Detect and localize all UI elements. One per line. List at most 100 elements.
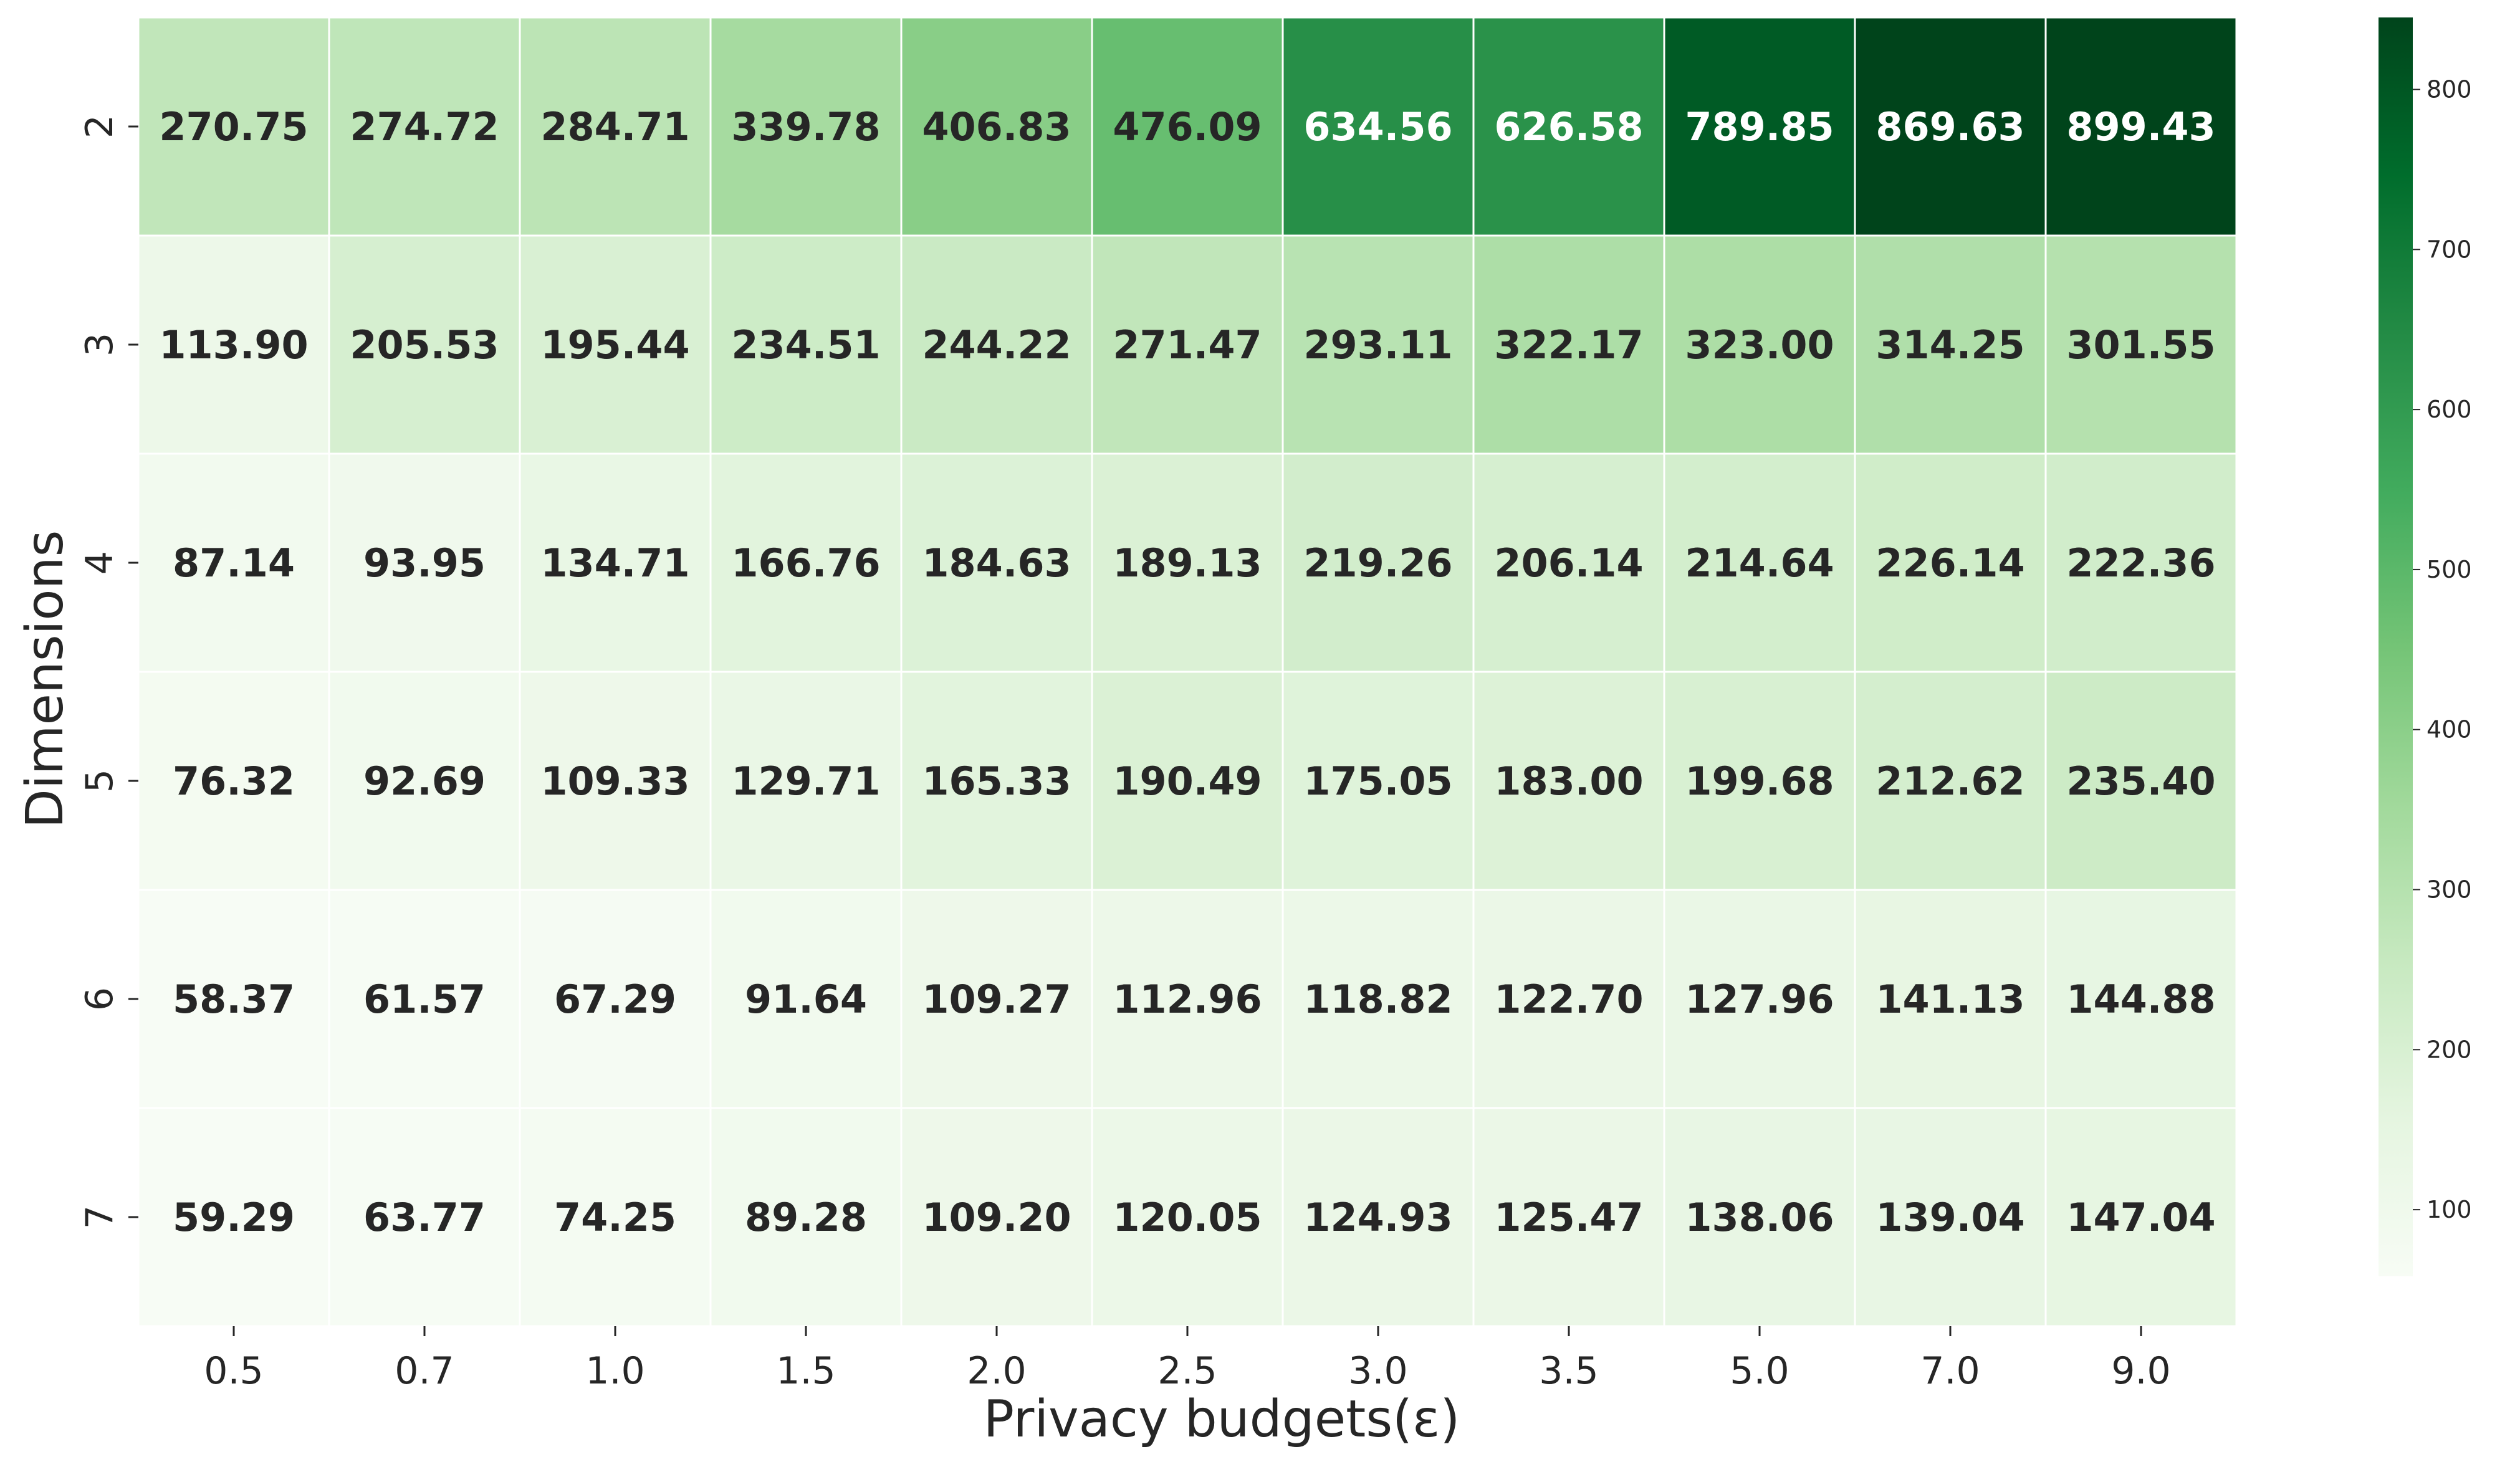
cell-value-label: 406.83 — [922, 104, 1071, 150]
cell-value-label: 129.71 — [731, 758, 880, 804]
cell-value-label: 322.17 — [1494, 322, 1643, 368]
heatmap-cell — [709, 1107, 903, 1327]
heatmap-cell — [1854, 889, 2047, 1109]
x-tick-label: 3.5 — [1539, 1349, 1598, 1393]
heatmap-cell — [1854, 16, 2047, 237]
heatmap-cell — [2044, 234, 2238, 455]
y-tick-label: 5 — [78, 769, 122, 793]
heatmap-cell — [328, 671, 521, 891]
heatmap-cell — [137, 452, 330, 673]
x-tick-label: 3.0 — [1348, 1349, 1407, 1393]
cell-value-label: 67.29 — [554, 977, 676, 1022]
heatmap-cell — [137, 16, 330, 237]
heatmap-cell — [1854, 671, 2047, 891]
heatmap-cell — [328, 889, 521, 1109]
cell-value-label: 226.14 — [1876, 540, 2024, 586]
cell-value-label: 89.28 — [745, 1195, 867, 1240]
cell-value-label: 323.00 — [1685, 322, 1834, 368]
x-tick-label: 1.5 — [776, 1349, 835, 1393]
heatmap-cells: 270.75 274.72 284.71 339.78 406.83 476.09 634.… — [137, 16, 2238, 1327]
cell-value-label: 112.96 — [1113, 977, 1262, 1022]
cell-value-label: 166.76 — [731, 540, 880, 586]
y-tick-label: 7 — [78, 1205, 122, 1229]
heatmap-cell — [1282, 889, 1475, 1109]
cell-value-label: 125.47 — [1494, 1195, 1643, 1240]
cell-value-label: 144.88 — [2066, 977, 2215, 1022]
cell-value-label: 184.63 — [922, 540, 1071, 586]
heatmap-cell — [1663, 671, 1856, 891]
y-tick-label: 4 — [78, 551, 122, 575]
cell-value-label: 124.93 — [1303, 1195, 1452, 1240]
cell-value-label: 271.47 — [1113, 322, 1262, 368]
heatmap-cell — [328, 234, 521, 455]
x-axis-label: Privacy budgets(ε) — [984, 1390, 1460, 1449]
cell-value-label: 118.82 — [1303, 977, 1452, 1022]
heatmap-cell — [1472, 234, 1665, 455]
colorbar-tick-label: 300 — [2427, 876, 2472, 904]
heatmap-cell — [2044, 671, 2238, 891]
cell-value-label: 138.06 — [1685, 1195, 1834, 1240]
cell-value-label: 147.04 — [2066, 1195, 2215, 1240]
heatmap-cell — [1282, 452, 1475, 673]
colorbar-tick-label: 600 — [2427, 396, 2472, 423]
cell-value-label: 189.13 — [1113, 540, 1262, 586]
heatmap-cell — [1091, 452, 1284, 673]
heatmap-cell — [1091, 1107, 1284, 1327]
heatmap-cell — [900, 452, 1093, 673]
heatmap-cell — [1663, 452, 1856, 673]
heatmap-cell — [709, 889, 903, 1109]
cell-value-label: 626.58 — [1494, 104, 1643, 150]
cell-value-label: 61.57 — [363, 977, 486, 1022]
x-axis-ticks: 0.5 0.7 1.0 1.5 2.0 2.5 3.0 3.5 5.0 7.0 9.0 — [204, 1326, 2171, 1393]
heatmap-cell — [2044, 1107, 2238, 1327]
colorbar-ticks: 100 200 300 400 500 600 700 800 — [2413, 76, 2472, 1223]
heatmap-cell — [2044, 16, 2238, 237]
cell-value-label: 76.32 — [173, 758, 295, 804]
x-tick-label: 5.0 — [1730, 1349, 1789, 1393]
heatmap-cell — [137, 234, 330, 455]
cell-value-label: 109.33 — [540, 758, 689, 804]
x-tick-label: 9.0 — [2111, 1349, 2170, 1393]
heatmap-cell — [1472, 16, 1665, 237]
cell-value-label: 234.51 — [731, 322, 880, 368]
heatmap-cell — [137, 889, 330, 1109]
heatmap-cell — [1091, 234, 1284, 455]
cell-value-label: 205.53 — [350, 322, 499, 368]
cell-value-label: 120.05 — [1113, 1195, 1262, 1240]
heatmap-cell — [709, 16, 903, 237]
heatmap-cell — [328, 1107, 521, 1327]
cell-value-label: 127.96 — [1685, 977, 1834, 1022]
heatmap-cell — [900, 889, 1093, 1109]
x-tick-label: 0.5 — [204, 1349, 263, 1393]
cell-value-label: 63.77 — [363, 1195, 486, 1240]
cell-value-label: 339.78 — [731, 104, 880, 150]
heatmap-cell — [137, 1107, 330, 1327]
x-tick-label: 0.7 — [395, 1349, 454, 1393]
heatmap-cell — [1663, 234, 1856, 455]
cell-value-label: 113.90 — [159, 322, 308, 368]
cell-value-label: 634.56 — [1303, 104, 1452, 150]
x-tick-label: 7.0 — [1920, 1349, 1980, 1393]
cell-value-label: 270.75 — [159, 104, 308, 150]
colorbar-tick-label: 800 — [2427, 76, 2472, 103]
heatmap-cell — [328, 16, 521, 237]
colorbar-tick-label: 400 — [2427, 716, 2472, 743]
y-axis-label: Dimensions — [16, 530, 75, 829]
heatmap-cell — [519, 234, 712, 455]
cell-value-label: 235.40 — [2066, 758, 2215, 804]
cell-value-label: 190.49 — [1113, 758, 1262, 804]
heatmap-cell — [519, 452, 712, 673]
y-tick-label: 3 — [78, 333, 122, 356]
heatmap-cell — [519, 671, 712, 891]
cell-value-label: 899.43 — [2066, 104, 2215, 150]
heatmap-cell — [709, 671, 903, 891]
cell-value-label: 134.71 — [540, 540, 689, 586]
cell-value-label: 92.69 — [363, 758, 486, 804]
cell-value-label: 91.64 — [745, 977, 867, 1022]
heatmap-cell — [1282, 1107, 1475, 1327]
heatmap-cell — [519, 889, 712, 1109]
cell-value-label: 293.11 — [1303, 322, 1452, 368]
cell-value-label: 869.63 — [1876, 104, 2024, 150]
cell-value-label: 139.04 — [1876, 1195, 2024, 1240]
